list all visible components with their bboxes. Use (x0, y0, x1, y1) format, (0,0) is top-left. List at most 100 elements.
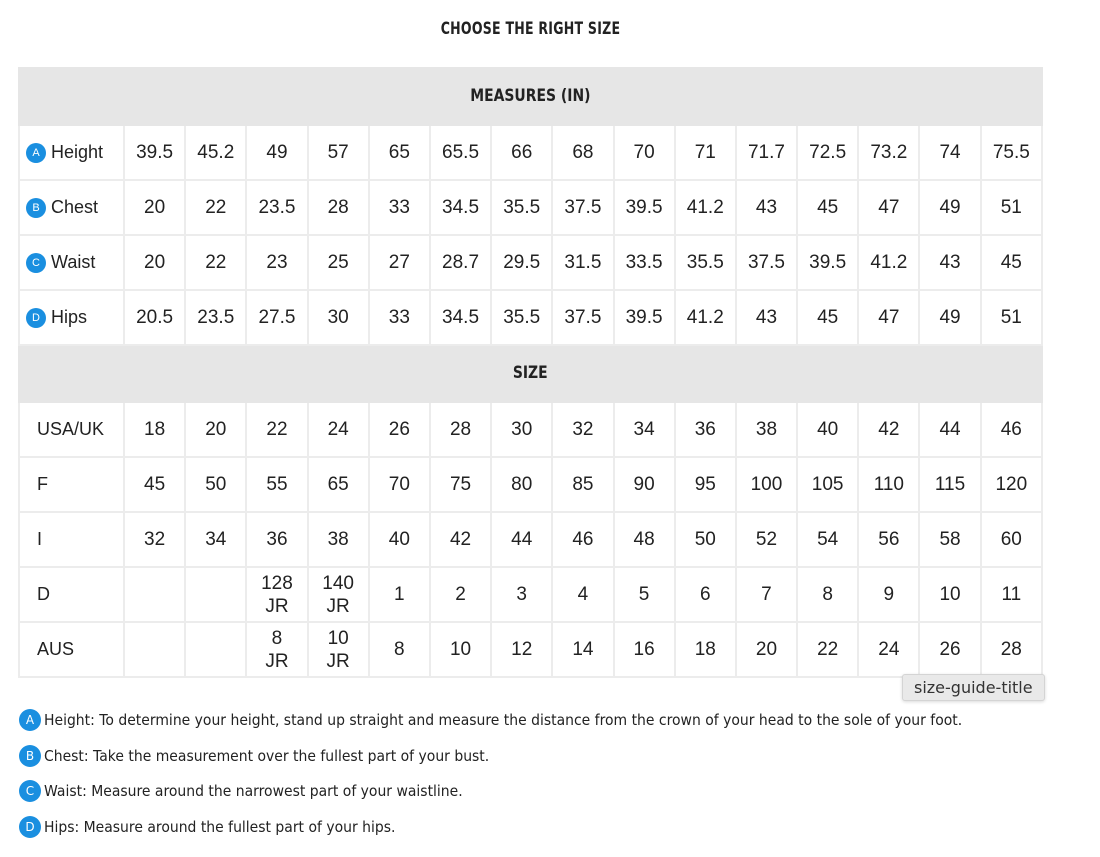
table-cell: 75 (428, 456, 493, 513)
table-cell: 29.5 (490, 234, 554, 291)
table-cell: 71 (673, 124, 737, 181)
table-cell: 16 (612, 621, 676, 678)
table-cell: 44 (918, 401, 982, 458)
badge-icon: A (19, 709, 41, 731)
table-cell: 6 (673, 566, 737, 623)
table-cell: 47 (857, 179, 921, 236)
table-cell: 80 (490, 456, 554, 513)
table-cell (184, 621, 248, 678)
table-cell: 33 (367, 289, 431, 346)
table-cell: 46 (551, 511, 615, 568)
table-cell: 100 (734, 456, 799, 513)
table-cell: 65 (306, 456, 370, 513)
table-cell: 18 (673, 621, 737, 678)
table-cell (184, 566, 248, 623)
table-cell: 41.2 (673, 179, 737, 236)
table-cell: 30 (306, 289, 370, 346)
table-cell: 26 (918, 621, 982, 678)
table-cell: 95 (673, 456, 737, 513)
measures-header-label: MEASURES (IN) (470, 86, 591, 106)
note-item: D Hips: Measure around the fullest part o… (19, 816, 1031, 854)
measure-row-chest: B Chest 20 22 23.5 28 33 34.5 35.5 37.5 39.5 41.2 43… (18, 179, 1044, 236)
table-cell: 38 (306, 511, 370, 568)
table-cell (122, 621, 187, 678)
table-cell: 32 (551, 401, 615, 458)
table-cell: 75.5 (979, 124, 1044, 181)
table-cell: 45 (122, 456, 187, 513)
table-cell: 37.5 (734, 234, 799, 291)
table-cell: 33.5 (612, 234, 676, 291)
table-cell: 18 (122, 401, 187, 458)
row-label-text: Hips (51, 307, 88, 327)
note-item: C Waist: Measure around the narrowest par… (19, 780, 1031, 818)
table-cell: 43 (734, 289, 799, 346)
badge-icon: C (26, 253, 46, 274)
table-cell: 37.5 (551, 289, 615, 346)
table-cell: 39.5 (612, 289, 676, 346)
table-cell: 48 (612, 511, 676, 568)
table-cell: 60 (979, 511, 1044, 568)
row-label-text: Waist (51, 252, 96, 272)
row-label: AUS (18, 621, 125, 678)
table-cell: 34 (612, 401, 676, 458)
note-item: B Chest: Take the measurement over the fu… (19, 744, 1031, 783)
row-label-text: AUS (37, 639, 75, 659)
table-cell: 115 (918, 456, 982, 513)
measurement-notes: A Height: To determine your height, stand… (19, 709, 1031, 854)
row-label-text: Height (51, 142, 104, 162)
table-cell: 23.5 (184, 289, 248, 346)
table-cell: 90 (612, 456, 676, 513)
table-cell: 14 (551, 621, 615, 678)
table-cell: 41.2 (673, 289, 737, 346)
table-cell: 45.2 (184, 124, 248, 181)
table-cell: 5 (612, 566, 676, 623)
table-cell: 23.5 (245, 179, 309, 236)
table-cell: 32 (122, 511, 187, 568)
table-cell: 65 (367, 124, 431, 181)
size-row-aus: AUS 8 JR 10 JR 8 10 12 14 16 18 20 22 24 26 28 (18, 621, 1044, 678)
table-cell: 40 (796, 401, 860, 458)
table-cell: 43 (918, 234, 982, 291)
table-cell: 20 (184, 401, 248, 458)
table-cell: 74 (918, 124, 982, 181)
table-cell: 50 (673, 511, 737, 568)
row-label: USA/UK (18, 401, 125, 458)
table-cell: 41.2 (857, 234, 921, 291)
size-row-d: D 128 JR 140 JR 1 2 3 4 5 6 7 8 9 10 11 (18, 566, 1044, 623)
table-cell: 39.5 (612, 179, 676, 236)
row-label-text: USA/UK (37, 419, 105, 439)
table-cell: 65.5 (428, 124, 493, 181)
table-cell: 43 (734, 179, 799, 236)
size-header: SIZE (18, 344, 1043, 403)
note-text: Waist: Measure around the narrowest part… (44, 782, 463, 801)
table-cell: 20 (734, 621, 799, 678)
table-cell: 46 (979, 401, 1044, 458)
table-cell: 49 (245, 124, 309, 181)
table-cell: 105 (796, 456, 860, 513)
badge-icon: B (26, 198, 46, 219)
table-cell: 42 (857, 401, 921, 458)
table-cell: 57 (306, 124, 370, 181)
table-cell: 128 JR (245, 566, 309, 623)
table-cell: 8 JR (245, 621, 309, 678)
measure-row-height: A Height 39.5 45.2 49 57 65 65.5 66 68 70 71 71.7 72.… (18, 124, 1044, 181)
size-row-i: I 32 34 36 38 40 42 44 46 48 50 52 54 56 58 60 (18, 511, 1044, 568)
table-cell: 36 (673, 401, 737, 458)
row-label-text: F (37, 474, 48, 494)
badge-icon: A (26, 143, 46, 164)
table-cell: 70 (367, 456, 431, 513)
table-cell: 11 (979, 566, 1044, 623)
table-cell: 39.5 (796, 234, 860, 291)
table-cell: 34 (184, 511, 248, 568)
table-cell: 8 (367, 621, 431, 678)
table-cell: 24 (857, 621, 921, 678)
table-cell: 28 (428, 401, 493, 458)
table-cell: 28 (306, 179, 370, 236)
table-cell: 9 (857, 566, 921, 623)
row-label: D (18, 566, 125, 623)
table-cell: 49 (918, 289, 982, 346)
badge-icon: B (19, 744, 41, 767)
table-cell: 37.5 (551, 179, 615, 236)
table-cell: 10 JR (306, 621, 370, 678)
row-label-text: Chest (51, 197, 99, 217)
